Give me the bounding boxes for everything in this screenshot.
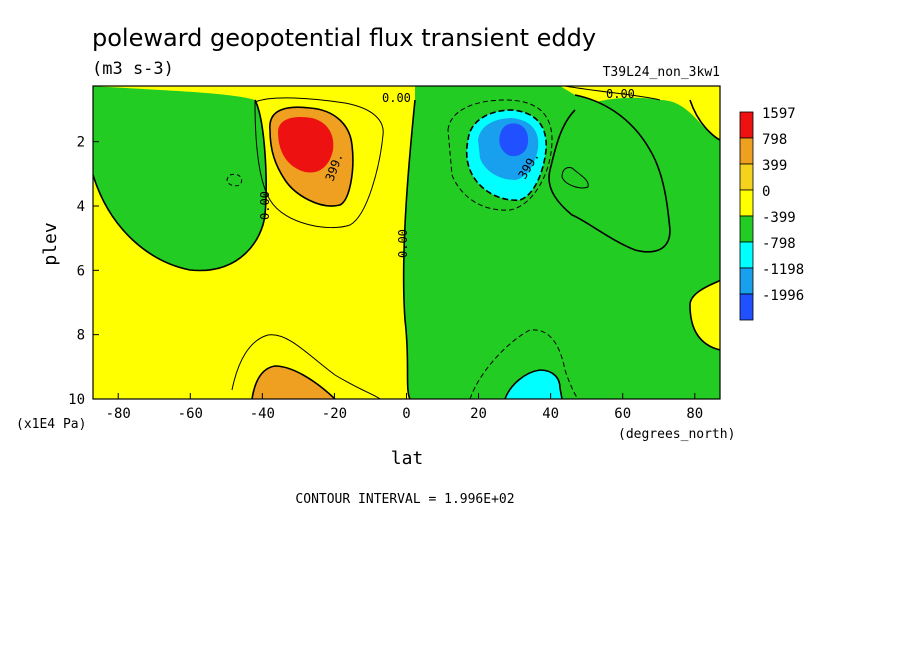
x-tick-label: -40	[250, 406, 275, 422]
y-tick-label: 8	[77, 328, 85, 344]
legend-swatch	[739, 163, 754, 191]
contour-interval-note: CONTOUR INTERVAL = 1.996E+02	[295, 492, 514, 507]
units-label: (m3 s-3)	[92, 59, 174, 79]
color-legend: 1597 798 399 0 -399 -798 -1198 -1996	[739, 106, 804, 321]
x-units-label: (degrees_north)	[618, 427, 735, 442]
legend-swatch	[739, 293, 754, 321]
blue-region-north	[499, 123, 529, 157]
x-tick-label: 20	[470, 406, 487, 422]
legend-swatch	[739, 241, 754, 269]
contour-label: 0.00	[396, 229, 410, 258]
x-tick-label: 40	[542, 406, 559, 422]
legend-label: 798	[762, 132, 787, 148]
legend-label: -1198	[762, 262, 804, 278]
contour-lines	[226, 86, 661, 399]
y-tick-label: 10	[68, 392, 85, 408]
legend-label: -399	[762, 210, 796, 226]
legend-swatch	[739, 111, 754, 139]
contour-label: 0.00	[606, 87, 635, 101]
green-region-north	[403, 86, 720, 399]
x-tick-label: -80	[106, 406, 131, 422]
cyan-region-lower-north	[505, 370, 562, 399]
legend-label: 0	[762, 184, 770, 200]
red-region-south	[278, 116, 334, 173]
legend-swatch	[739, 267, 754, 295]
legend-swatch	[739, 137, 754, 165]
y-units-label: (x1E4 Pa)	[16, 417, 86, 432]
legend-label: -798	[762, 236, 796, 252]
legend-swatch	[739, 189, 754, 217]
x-tick-label: 60	[614, 406, 631, 422]
orange-region-lower-south	[252, 366, 335, 399]
y-axis-label: plev	[40, 222, 61, 265]
contour-label: 0.00	[382, 91, 411, 105]
chart-title: poleward geopotential flux transient edd…	[92, 24, 596, 52]
x-tick-label: 0	[402, 406, 410, 422]
legend-swatch	[739, 215, 754, 243]
legend-label: -1996	[762, 288, 804, 304]
y-tick-label: 4	[77, 199, 85, 215]
y-tick-label: 2	[77, 135, 85, 151]
experiment-label: T39L24_non_3kw1	[603, 65, 720, 80]
x-tick-label: -20	[322, 406, 347, 422]
contour-label: 0.00	[258, 191, 272, 220]
plot-area	[92, 85, 721, 400]
y-tick-label: 6	[77, 263, 85, 279]
x-axis-label: lat	[391, 448, 424, 469]
y-axis: 2 4 6 8 10	[68, 135, 99, 408]
x-tick-label: 80	[686, 406, 703, 422]
x-axis: -80 -60 -40 -20 0 20 40 60 80	[106, 393, 703, 422]
legend-label: 1597	[762, 106, 796, 122]
green-region-southwest	[93, 86, 267, 271]
legend-label: 399	[762, 158, 787, 174]
x-tick-label: -60	[178, 406, 203, 422]
contour-outlines	[93, 94, 720, 399]
